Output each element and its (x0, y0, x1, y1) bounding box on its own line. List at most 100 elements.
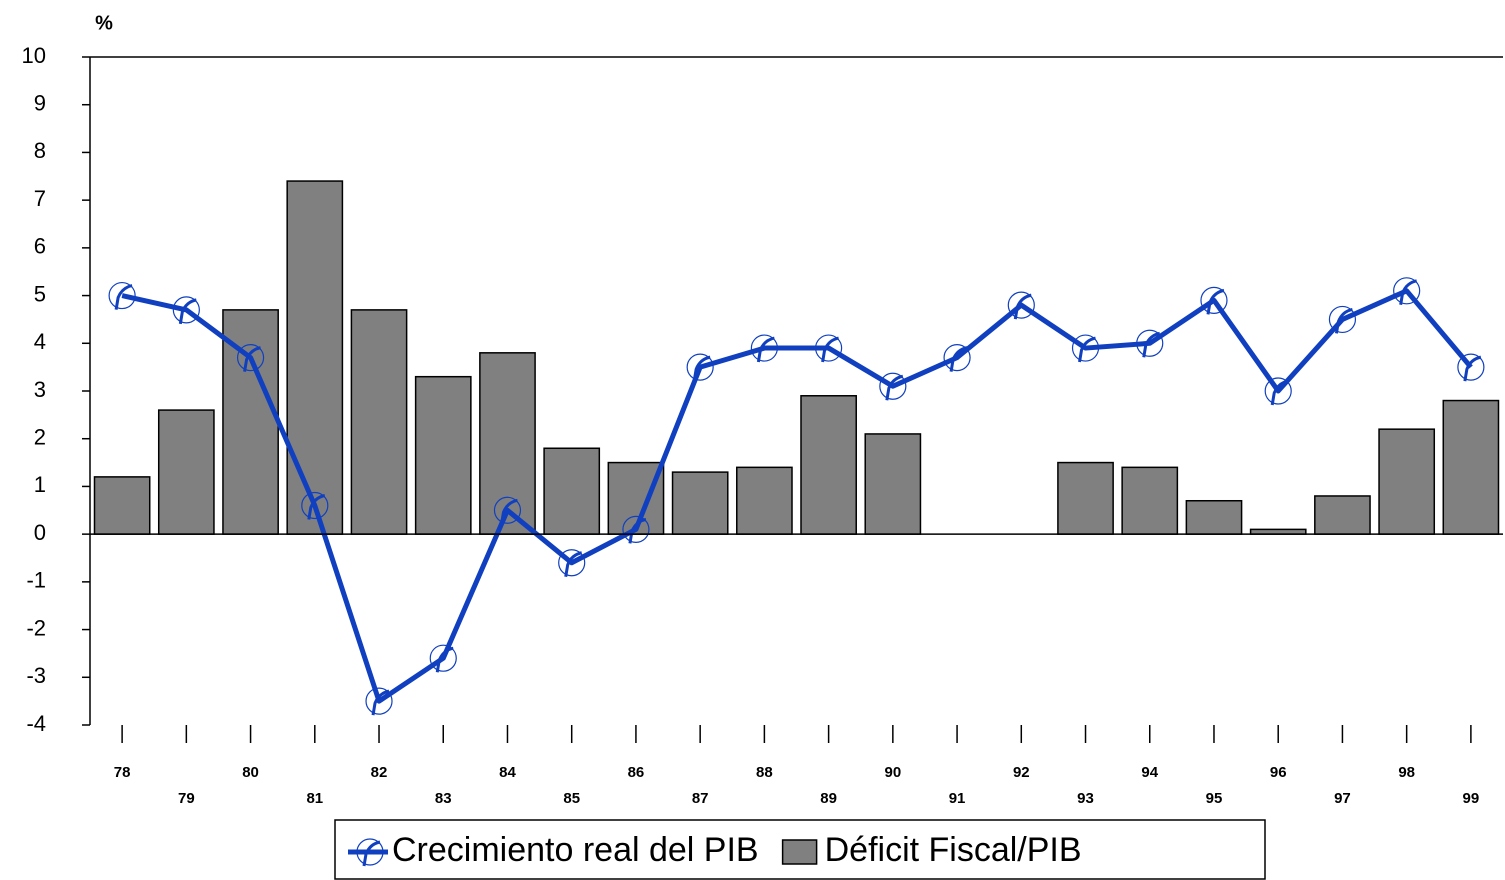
marker-circle (1393, 277, 1421, 305)
marker-glyph (692, 355, 711, 382)
bar (1314, 495, 1371, 535)
y-tick-label: -2 (26, 615, 46, 640)
marker-circle (429, 644, 457, 672)
line-marker (1200, 286, 1228, 315)
x-tick-label: 89 (820, 790, 837, 807)
x-tick-label: 91 (949, 790, 966, 807)
marker-circle (493, 496, 522, 524)
marker-circle (815, 334, 843, 362)
bar (1121, 466, 1179, 535)
legend-swatch (781, 839, 818, 865)
bar (157, 409, 215, 535)
bar (607, 461, 665, 535)
marker-glyph (114, 284, 133, 310)
bar (1442, 399, 1500, 535)
marker-circle (365, 687, 393, 715)
marker-circle (172, 296, 200, 324)
marker-glyph (178, 298, 197, 325)
marker-glyph (499, 498, 518, 525)
marker-glyph (243, 346, 261, 372)
line-marker (172, 296, 200, 325)
marker-circle (108, 281, 136, 310)
marker-circle (943, 344, 971, 372)
x-tick-label: 95 (1206, 790, 1223, 807)
y-tick-label: 6 (34, 234, 46, 259)
x-tick-label: 84 (499, 764, 516, 781)
legend-label: Crecimiento real del PIB (392, 831, 759, 869)
x-tick-label: 87 (692, 790, 709, 807)
y-tick-label: 9 (34, 91, 46, 116)
bar (1057, 461, 1114, 535)
y-tick-label: 2 (34, 425, 46, 450)
x-tick-label: 94 (1141, 764, 1158, 781)
x-tick-label: 99 (1463, 790, 1480, 807)
y-tick-label: 10 (22, 43, 46, 68)
x-tick-label: 98 (1398, 764, 1415, 781)
x-tick-label: 78 (114, 764, 131, 781)
marker-glyph (821, 336, 839, 363)
x-tick-label: 90 (884, 764, 901, 781)
x-tick-label: 80 (242, 764, 259, 781)
bar (1185, 499, 1243, 535)
x-tick-label: 88 (756, 764, 773, 781)
marker-circle (236, 344, 265, 372)
bar (800, 395, 857, 535)
marker-circle (1264, 377, 1292, 405)
marker-glyph (1142, 331, 1161, 358)
marker-circle (1457, 353, 1485, 381)
x-tick-label: 83 (435, 790, 452, 807)
marker-glyph (1206, 288, 1225, 315)
line-marker (236, 344, 265, 372)
line-marker (493, 496, 522, 525)
marker-circle (301, 491, 329, 520)
x-tick-label: 92 (1013, 764, 1030, 781)
bar (93, 476, 151, 535)
marker-circle (1328, 305, 1357, 334)
line-marker (1071, 334, 1100, 363)
bar (286, 180, 344, 535)
line-marker (1393, 277, 1421, 306)
line-marker (356, 838, 384, 867)
line-marker (429, 644, 457, 673)
marker-circle (1071, 334, 1100, 362)
marker-glyph (362, 840, 381, 867)
x-tick-label: 93 (1077, 790, 1094, 807)
bar (864, 433, 922, 535)
line (121, 288, 1473, 704)
marker-glyph (756, 336, 775, 363)
line-marker (686, 353, 714, 382)
y-tick-label: 1 (34, 472, 46, 497)
marker-glyph (435, 646, 454, 673)
line-marker (750, 334, 778, 363)
line-marker (301, 491, 329, 520)
marker-glyph (885, 374, 904, 401)
y-tick-label: 4 (34, 329, 46, 354)
line-marker (558, 549, 586, 578)
bar (1378, 428, 1436, 535)
y-axis-label: % (95, 12, 113, 34)
marker-circle (356, 838, 384, 866)
marker-glyph (307, 494, 326, 520)
x-tick-label: 86 (628, 764, 645, 781)
marker-glyph (1270, 379, 1289, 406)
marker-circle (686, 353, 714, 381)
marker-glyph (949, 346, 968, 372)
legend-label: Déficit Fiscal/PIB (825, 831, 1082, 869)
marker-circle (879, 372, 907, 400)
x-tick-label: 79 (178, 790, 195, 807)
marker-glyph (564, 551, 583, 578)
line-marker (879, 372, 907, 401)
bar (736, 466, 793, 535)
marker-glyph (1399, 279, 1418, 306)
bar (350, 309, 408, 535)
marker-glyph (1463, 355, 1482, 382)
y-tick-label: 7 (34, 186, 46, 211)
marker-circle (1136, 329, 1164, 357)
bar (222, 309, 279, 535)
line-marker (1007, 291, 1035, 320)
line-marker (1136, 329, 1164, 358)
y-tick-label: 8 (34, 138, 46, 163)
x-tick-label: 81 (306, 790, 323, 807)
marker-glyph (371, 689, 390, 716)
